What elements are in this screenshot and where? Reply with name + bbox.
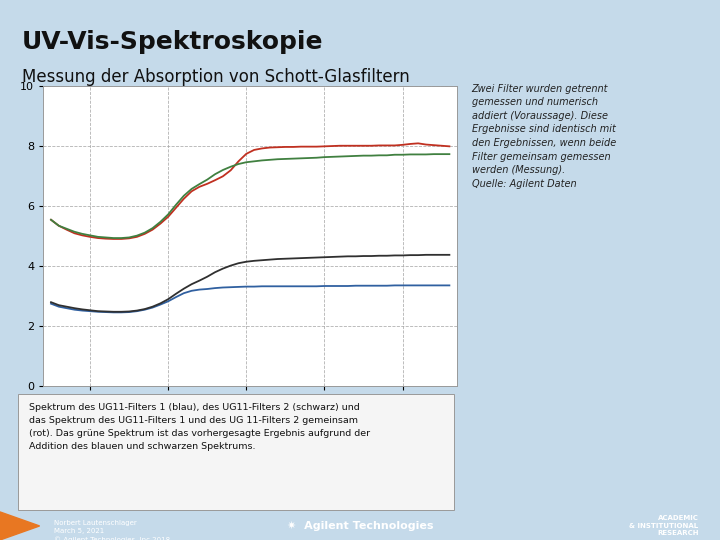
Text: Spektrum des UG11-Filters 1 (blau), des UG11-Filters 2 (schwarz) und
das Spektru: Spektrum des UG11-Filters 1 (blau), des … [29,403,370,451]
Text: © Agilent Technologies, Inc 2018: © Agilent Technologies, Inc 2018 [54,537,170,540]
Text: ACADEMIC
& INSTITUTIONAL
RESEARCH: ACADEMIC & INSTITUTIONAL RESEARCH [629,516,698,536]
Text: Messung der Absorption von Schott-Glasfiltern: Messung der Absorption von Schott-Glasfi… [22,68,410,85]
Text: Norbert Lautenschlager: Norbert Lautenschlager [54,520,137,526]
Text: UV-Vis-Spektroskopie: UV-Vis-Spektroskopie [22,30,323,53]
FancyBboxPatch shape [18,394,454,510]
X-axis label: Wavelength (nm): Wavelength (nm) [196,409,305,422]
Polygon shape [0,512,40,540]
Text: ✷  Agilent Technologies: ✷ Agilent Technologies [287,521,433,531]
Text: Zwei Filter wurden getrennt
gemessen und numerisch
addiert (Voraussage). Diese
E: Zwei Filter wurden getrennt gemessen und… [472,84,616,189]
Text: March 5, 2021: March 5, 2021 [54,528,104,534]
